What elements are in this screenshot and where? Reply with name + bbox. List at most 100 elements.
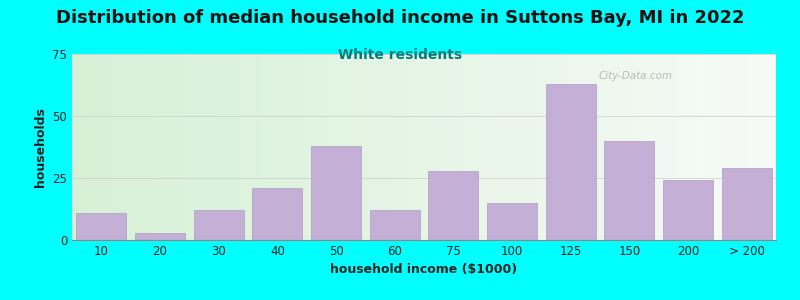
Bar: [625, 54, 628, 240]
Bar: [167, 54, 170, 240]
Bar: [396, 54, 399, 240]
Bar: [223, 54, 227, 240]
Bar: [181, 54, 185, 240]
Bar: [663, 181, 713, 240]
Bar: [766, 54, 769, 240]
Bar: [308, 54, 311, 240]
Bar: [726, 54, 730, 240]
Bar: [118, 54, 122, 240]
Bar: [550, 54, 554, 240]
Bar: [530, 54, 533, 240]
Bar: [142, 54, 146, 240]
Bar: [502, 54, 505, 240]
Text: White residents: White residents: [338, 48, 462, 62]
Bar: [97, 54, 100, 240]
Bar: [354, 54, 357, 240]
Bar: [667, 54, 670, 240]
Bar: [286, 54, 290, 240]
Bar: [635, 54, 638, 240]
Bar: [251, 54, 255, 240]
Bar: [650, 54, 653, 240]
Bar: [389, 54, 392, 240]
Bar: [114, 54, 118, 240]
Bar: [660, 54, 663, 240]
Bar: [210, 54, 213, 240]
Bar: [434, 54, 438, 240]
Bar: [311, 54, 315, 240]
Bar: [702, 54, 706, 240]
Bar: [723, 54, 726, 240]
Bar: [509, 54, 512, 240]
Bar: [216, 54, 220, 240]
Bar: [280, 54, 283, 240]
Bar: [368, 54, 371, 240]
Bar: [632, 54, 635, 240]
Bar: [410, 54, 414, 240]
Bar: [575, 54, 579, 240]
Bar: [681, 54, 685, 240]
Bar: [537, 54, 540, 240]
Bar: [230, 54, 234, 240]
Bar: [445, 54, 449, 240]
Bar: [449, 54, 452, 240]
Bar: [392, 54, 396, 240]
Bar: [678, 54, 681, 240]
Bar: [157, 54, 160, 240]
Bar: [238, 54, 241, 240]
X-axis label: household income ($1000): household income ($1000): [330, 263, 518, 276]
Bar: [572, 54, 575, 240]
Bar: [336, 54, 339, 240]
Bar: [713, 54, 716, 240]
Bar: [512, 54, 515, 240]
Bar: [357, 54, 361, 240]
Bar: [370, 210, 419, 240]
Bar: [339, 54, 343, 240]
Bar: [153, 54, 157, 240]
Bar: [706, 54, 709, 240]
Bar: [546, 84, 595, 240]
Bar: [748, 54, 751, 240]
Bar: [178, 54, 181, 240]
Bar: [258, 54, 262, 240]
Bar: [603, 54, 607, 240]
Bar: [554, 54, 558, 240]
Bar: [663, 54, 667, 240]
Bar: [614, 54, 618, 240]
Bar: [290, 54, 294, 240]
Bar: [82, 54, 86, 240]
Bar: [494, 54, 498, 240]
Bar: [346, 54, 350, 240]
Bar: [122, 54, 125, 240]
Bar: [605, 141, 654, 240]
Bar: [610, 54, 614, 240]
Text: City-Data.com: City-Data.com: [598, 71, 672, 81]
Bar: [590, 54, 593, 240]
Bar: [544, 54, 547, 240]
Bar: [438, 54, 442, 240]
Bar: [132, 54, 135, 240]
Bar: [562, 54, 565, 240]
Bar: [374, 54, 378, 240]
Bar: [751, 54, 755, 240]
Bar: [484, 54, 487, 240]
Bar: [248, 54, 251, 240]
Bar: [442, 54, 445, 240]
Bar: [79, 54, 82, 240]
Bar: [77, 213, 126, 240]
Bar: [371, 54, 374, 240]
Bar: [195, 54, 198, 240]
Bar: [234, 54, 238, 240]
Bar: [255, 54, 258, 240]
Bar: [414, 54, 417, 240]
Bar: [273, 54, 276, 240]
Bar: [656, 54, 660, 240]
Bar: [266, 54, 269, 240]
Bar: [213, 54, 216, 240]
Bar: [361, 54, 364, 240]
Bar: [322, 54, 326, 240]
Bar: [597, 54, 600, 240]
Bar: [670, 54, 674, 240]
Bar: [515, 54, 519, 240]
Bar: [283, 54, 286, 240]
Bar: [491, 54, 494, 240]
